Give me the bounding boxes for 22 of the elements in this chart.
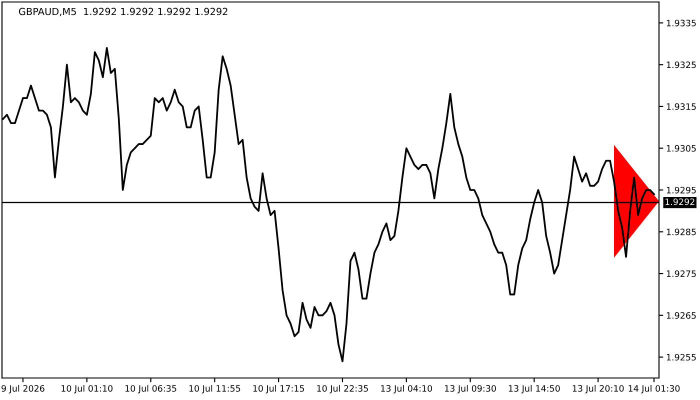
x-tick-label: 9 Jul 2026 [2,384,44,394]
x-tick-label: 13 Jul 20:10 [572,384,624,394]
y-tick-label: 1.9335 [666,20,696,26]
y-tick-label: 1.9295 [666,186,696,194]
x-tick-label: 10 Jul 22:35 [317,384,368,394]
x-tick-label: 13 Jul 14:50 [508,384,560,394]
x-tick-label: 13 Jul 04:10 [381,384,432,394]
x-tick-label: 10 Jul 01:10 [62,384,113,394]
x-tick-label: 14 Jul 01:30 [628,384,680,394]
y-tick-label: 1.9325 [666,61,696,68]
x-tick-label: 10 Jul 06:35 [126,384,176,394]
x-tick-label: 13 Jul 09:30 [445,384,496,394]
y-tick-label: 1.9285 [666,228,696,236]
y-tick-label: 1.9275 [666,270,696,278]
x-tick-label: 10 Jul 17:15 [253,384,304,394]
y-tick-label: 1.9255 [666,354,696,361]
y-tick-label: 1.9305 [666,145,696,152]
x-tick-label: 10 Jul 11:55 [189,384,240,394]
y-tick-label: 1.9265 [666,312,696,319]
text: GBPAUD,M5 1.9292 1.9292 1.9292 1.9292 [18,8,228,16]
ref-line-label: 1.9292 [666,198,694,206]
y-tick-label: 1.9315 [666,103,696,110]
